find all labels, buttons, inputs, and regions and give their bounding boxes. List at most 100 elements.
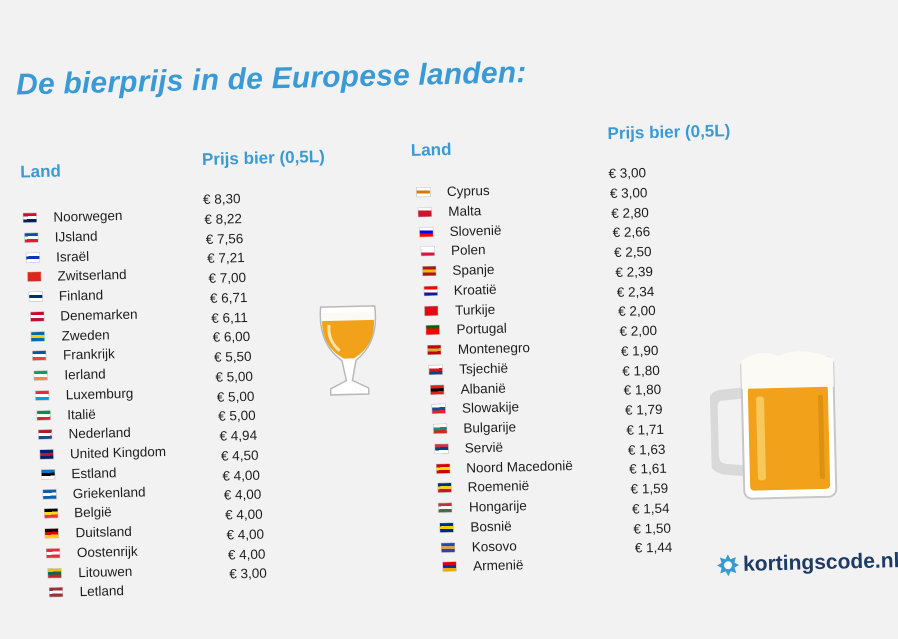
country-name: Malta (448, 202, 482, 219)
country-name: Zwitserland (57, 267, 127, 284)
country-row: Armenië (443, 556, 524, 577)
country-row: Bulgarije (433, 417, 516, 438)
flag-icon (422, 266, 436, 276)
beer-price: € 8,22 (204, 210, 243, 227)
flag-icon (431, 404, 446, 414)
beer-price: € 2,66 (612, 224, 651, 241)
flag-icon (419, 226, 433, 237)
beer-price: € 5,00 (215, 368, 254, 385)
flag-icon (48, 568, 62, 578)
country-name: Spanje (452, 261, 495, 278)
right-country-list: Cyprus € 3,00 Malta € 3,00 Slovenië € 2,80 Pol… (0, 0, 890, 574)
flag-icon (32, 351, 47, 361)
beer-price: € 2,80 (611, 204, 649, 221)
beer-price: € 3,00 (229, 565, 267, 582)
flag-icon (438, 503, 453, 513)
country-name: Noord Macedonië (466, 457, 573, 476)
beer-price: € 1,54 (631, 500, 670, 517)
country-row: Polen (420, 240, 486, 261)
country-row: Slovenië (419, 220, 502, 241)
beer-price: € 2,50 (613, 244, 652, 260)
country-row: Nederland (38, 423, 131, 444)
country-row: Israël (26, 246, 89, 267)
logo-text: kortingscode.nl (742, 549, 898, 576)
flag-icon (441, 542, 455, 552)
flag-icon (27, 272, 41, 282)
country-row: Kroatië (423, 280, 497, 301)
beer-price: € 1,63 (627, 441, 666, 458)
flag-icon (420, 246, 435, 256)
country-row: Oostenrijk (46, 541, 138, 562)
country-name: Cyprus (446, 182, 490, 200)
gear-star-icon (717, 554, 740, 577)
flag-icon (443, 562, 457, 572)
flag-icon (429, 364, 443, 375)
country-row: Roemenië (437, 476, 529, 497)
flag-icon (34, 370, 48, 381)
right-header-price: Prijs bier (0,5L) (607, 121, 731, 144)
country-name: IJsland (54, 228, 98, 245)
country-name: United Kingdom (69, 443, 167, 462)
logo: kortingscode.nl (716, 549, 898, 577)
beer-price: € 4,94 (219, 427, 258, 444)
country-name: Estland (71, 464, 117, 482)
country-name: Montenegro (457, 340, 531, 357)
country-name: Nederland (68, 425, 132, 442)
country-row: België (44, 503, 112, 524)
country-row: Cyprus (416, 181, 490, 202)
left-header-price: Prijs bier (0,5L) (201, 147, 326, 170)
flag-icon (28, 291, 43, 302)
country-row: Malta (418, 201, 481, 222)
country-name: Hongarije (468, 498, 527, 515)
beer-price: € 1,80 (622, 362, 661, 379)
country-name: Armenië (472, 557, 524, 574)
country-name: Litouwen (78, 563, 133, 580)
country-row: Hongarije (438, 496, 527, 517)
beer-price: € 5,00 (216, 388, 255, 405)
country-name: Finland (58, 287, 104, 304)
flag-icon (45, 528, 59, 538)
country-row: Albanië (430, 378, 506, 399)
flag-icon (39, 449, 54, 460)
flag-icon (426, 325, 440, 335)
country-name: Denemarken (60, 306, 138, 324)
flag-icon (440, 522, 454, 533)
country-row: Zweden (31, 325, 110, 346)
beer-price: € 3,00 (609, 184, 648, 201)
country-name: Zweden (61, 326, 110, 343)
flag-icon (24, 232, 38, 243)
flag-icon (427, 345, 442, 355)
beer-glass-icon (319, 305, 377, 396)
country-name: Duitsland (75, 523, 132, 541)
country-name: Albanië (460, 380, 506, 397)
beer-price: € 6,00 (212, 329, 251, 346)
country-name: Italië (67, 406, 96, 422)
country-name: Polen (450, 242, 486, 259)
country-row: IJsland (24, 226, 98, 247)
flag-icon (436, 463, 450, 473)
beer-price: € 1,59 (630, 480, 669, 497)
beer-price: € 1,90 (620, 342, 659, 359)
beer-price: € 6,71 (209, 289, 248, 306)
country-row: Italië (37, 404, 96, 424)
beer-price: € 2,00 (617, 303, 656, 320)
flag-icon (423, 286, 437, 296)
flag-icon (46, 548, 60, 558)
beer-price: € 1,79 (624, 401, 663, 418)
country-name: Letland (79, 583, 125, 600)
flag-icon (416, 187, 430, 197)
country-row: Portugal (426, 319, 507, 340)
country-name: Frankrijk (62, 346, 115, 363)
beer-price: € 2,39 (615, 263, 654, 280)
country-row: Noord Macedonië (436, 456, 573, 478)
flag-icon (425, 305, 439, 316)
beer-price: € 1,44 (634, 539, 673, 556)
beer-price: € 4,00 (223, 486, 262, 503)
country-name: Kosovo (471, 537, 517, 555)
beer-price: € 7,56 (205, 230, 244, 247)
country-row: Servië (434, 437, 504, 458)
country-row: Letland (49, 581, 124, 602)
flag-icon (433, 424, 447, 434)
country-row: Slowakije (431, 398, 519, 419)
